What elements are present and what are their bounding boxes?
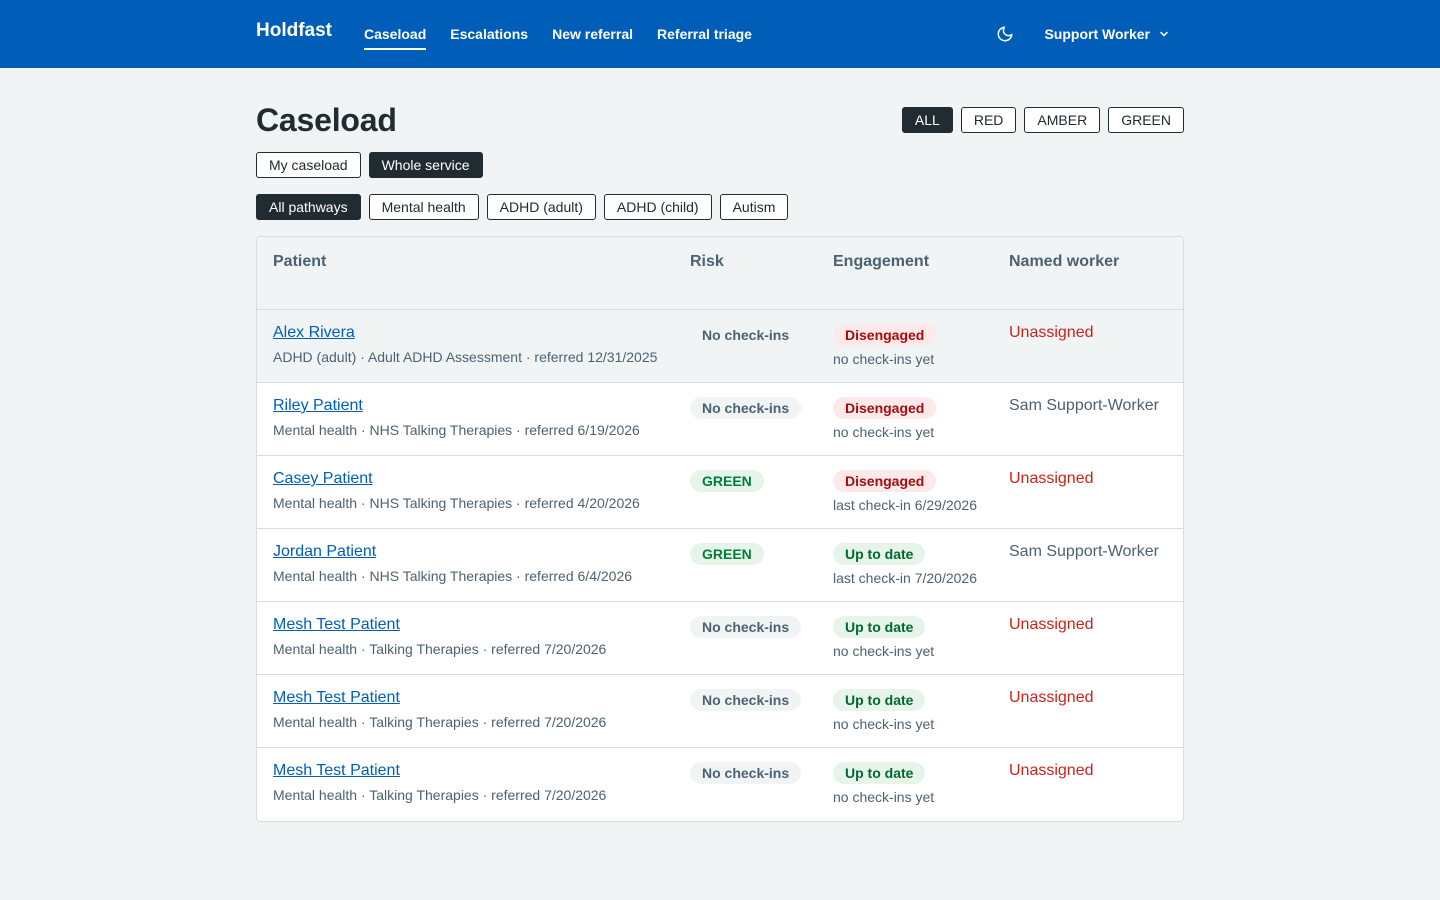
risk-filter-all[interactable]: ALL: [901, 107, 953, 133]
pathway-all[interactable]: All pathways: [256, 194, 361, 220]
column-header-patient[interactable]: Patient: [273, 253, 327, 270]
patient-link[interactable]: Alex Rivera: [273, 324, 355, 341]
named-worker: Unassigned: [1009, 616, 1094, 633]
page-header: Caseload ALL RED AMBER GREEN: [256, 102, 1184, 138]
chevron-down-icon: [1160, 31, 1168, 37]
user-menu-label: Support Worker: [1044, 26, 1150, 42]
patient-link[interactable]: Mesh Test Patient: [273, 689, 400, 706]
table-row[interactable]: Jordan Patient Mental health · NHS Talkin…: [257, 529, 1183, 602]
named-worker: Unassigned: [1009, 324, 1094, 341]
risk-filter-group: ALL RED AMBER GREEN: [901, 107, 1184, 133]
engagement-detail: no check-ins yet: [833, 351, 935, 367]
named-worker: Unassigned: [1009, 470, 1094, 487]
table-row[interactable]: Mesh Test Patient Mental health · Talking…: [257, 675, 1183, 748]
column-header-risk[interactable]: Risk: [690, 253, 724, 270]
engagement-detail: no check-ins yet: [833, 789, 935, 805]
named-worker: Unassigned: [1009, 762, 1094, 779]
column-header-engagement[interactable]: Engagement: [833, 253, 930, 270]
nav-new-referral[interactable]: New referral: [552, 26, 634, 42]
risk-filter-amber[interactable]: AMBER: [1024, 107, 1101, 133]
risk-badge: No check-ins: [690, 616, 802, 638]
named-worker: Unassigned: [1009, 689, 1094, 706]
engagement-badge: Up to date: [833, 762, 926, 784]
engagement-badge: Disengaged: [833, 470, 937, 492]
engagement-badge: Up to date: [833, 543, 926, 565]
column-header-named-worker[interactable]: Named worker: [1009, 253, 1120, 270]
risk-badge: No check-ins: [690, 324, 802, 346]
risk-badge: GREEN: [690, 470, 764, 492]
main-nav: Caseload Escalations New referral Referr…: [364, 0, 752, 68]
pathway-filter-group: All pathways Mental health ADHD (adult) …: [256, 194, 1184, 220]
patient-link[interactable]: Casey Patient: [273, 470, 373, 487]
named-worker: Sam Support-Worker: [1009, 543, 1159, 560]
table-header: Patient Risk Engagement Named worker: [257, 237, 1183, 310]
table-row[interactable]: Casey Patient Mental health · NHS Talking…: [257, 456, 1183, 529]
patient-meta: Mental health · Talking Therapies · refe…: [273, 787, 607, 803]
engagement-badge: Disengaged: [833, 324, 937, 346]
patient-link[interactable]: Mesh Test Patient: [273, 762, 400, 779]
moon-icon: [998, 26, 1013, 42]
nav-caseload[interactable]: Caseload: [364, 22, 427, 50]
pathway-adhd-child[interactable]: ADHD (child): [603, 194, 712, 220]
risk-badge: No check-ins: [690, 397, 802, 419]
top-navigation-bar: Holdfast Caseload Escalations New referr…: [0, 0, 1440, 68]
patient-link[interactable]: Jordan Patient: [273, 543, 377, 560]
patient-meta: Mental health · Talking Therapies · refe…: [273, 641, 607, 657]
engagement-badge: Disengaged: [833, 397, 937, 419]
engagement-detail: no check-ins yet: [833, 643, 935, 659]
pathway-autism[interactable]: Autism: [719, 194, 789, 220]
nav-escalations[interactable]: Escalations: [450, 26, 529, 42]
engagement-badge: Up to date: [833, 689, 926, 711]
table-row[interactable]: Mesh Test Patient Mental health · Talking…: [257, 602, 1183, 675]
engagement-detail: no check-ins yet: [833, 424, 935, 440]
table-row[interactable]: Alex Rivera ADHD (adult) · Adult ADHD Ass…: [257, 310, 1183, 383]
risk-filter-green[interactable]: GREEN: [1108, 107, 1184, 133]
pathway-mental-health[interactable]: Mental health: [368, 194, 479, 220]
scope-filter-group: My caseload Whole service: [256, 152, 1184, 178]
risk-badge: GREEN: [690, 543, 764, 565]
engagement-detail: last check-in 6/29/2026: [833, 497, 977, 513]
patient-meta: Mental health · Talking Therapies · refe…: [273, 714, 607, 730]
patient-link[interactable]: Riley Patient: [273, 397, 363, 414]
engagement-detail: no check-ins yet: [833, 716, 935, 732]
patient-link[interactable]: Mesh Test Patient: [273, 616, 400, 633]
engagement-badge: Up to date: [833, 616, 926, 638]
caseload-table: Patient Risk Engagement Named worker Ale…: [256, 236, 1184, 822]
patient-meta: Mental health · NHS Talking Therapies · …: [273, 495, 640, 511]
engagement-detail: last check-in 7/20/2026: [833, 570, 977, 586]
theme-toggle-button[interactable]: [994, 23, 1016, 45]
pathway-adhd-adult[interactable]: ADHD (adult): [486, 194, 596, 220]
header-actions: Support Worker: [994, 23, 1170, 45]
page-title: Caseload: [256, 101, 397, 138]
patient-meta: Mental health · NHS Talking Therapies · …: [273, 422, 640, 438]
brand-logo[interactable]: Holdfast: [256, 20, 332, 41]
risk-filter-red[interactable]: RED: [960, 107, 1017, 133]
user-menu-button[interactable]: Support Worker: [1044, 26, 1170, 42]
risk-badge: No check-ins: [690, 762, 802, 784]
named-worker: Sam Support-Worker: [1009, 397, 1159, 414]
patient-meta: Mental health · NHS Talking Therapies · …: [273, 568, 633, 584]
scope-my-caseload[interactable]: My caseload: [256, 152, 361, 178]
table-row[interactable]: Riley Patient Mental health · NHS Talking…: [257, 383, 1183, 456]
scope-whole-service[interactable]: Whole service: [368, 152, 483, 178]
nav-referral-triage[interactable]: Referral triage: [657, 26, 752, 42]
patient-meta: ADHD (adult) · Adult ADHD Assessment · r…: [273, 349, 658, 365]
table-row[interactable]: Mesh Test Patient Mental health · Talking…: [257, 748, 1183, 821]
risk-badge: No check-ins: [690, 689, 802, 711]
main-content: Caseload ALL RED AMBER GREEN My caseload…: [256, 68, 1184, 822]
